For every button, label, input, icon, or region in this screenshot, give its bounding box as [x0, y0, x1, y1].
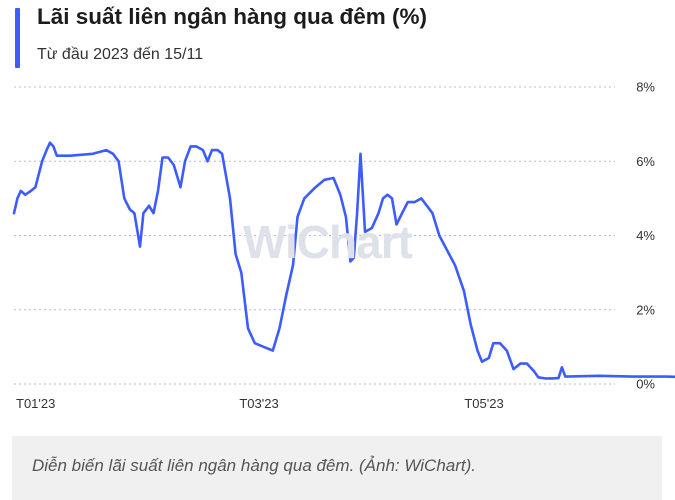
title-accent-bar — [15, 8, 20, 68]
x-tick-label: T03'23 — [239, 396, 278, 411]
y-tick-label: 6% — [636, 154, 655, 169]
y-tick-label: 4% — [636, 228, 655, 243]
image-caption: Diễn biến lãi suất liên ngân hàng qua đê… — [32, 456, 476, 475]
chart-grid — [14, 86, 615, 385]
caption-box: Diễn biến lãi suất liên ngân hàng qua đê… — [12, 436, 662, 500]
x-tick-label: T01'23 — [16, 396, 55, 411]
chart-title: Lãi suất liên ngân hàng qua đêm (%) — [37, 4, 428, 29]
chart-subtitle: Từ đầu 2023 đến 15/11 — [37, 46, 204, 63]
x-tick-label: T05'23 — [464, 396, 503, 411]
y-axis-labels: 0% 2% 4% 6% 8% — [636, 80, 655, 392]
y-tick-label: 8% — [636, 80, 655, 95]
wichart-watermark: WiChart — [243, 216, 413, 268]
y-tick-label: 0% — [636, 377, 655, 392]
line-chart: 0%2%4%6%8% T01'23T03'23T05'23T07'23T09'2… — [12, 80, 675, 411]
y-tick-label: 2% — [636, 302, 655, 317]
series-line-interbank-rate — [12, 141, 675, 380]
